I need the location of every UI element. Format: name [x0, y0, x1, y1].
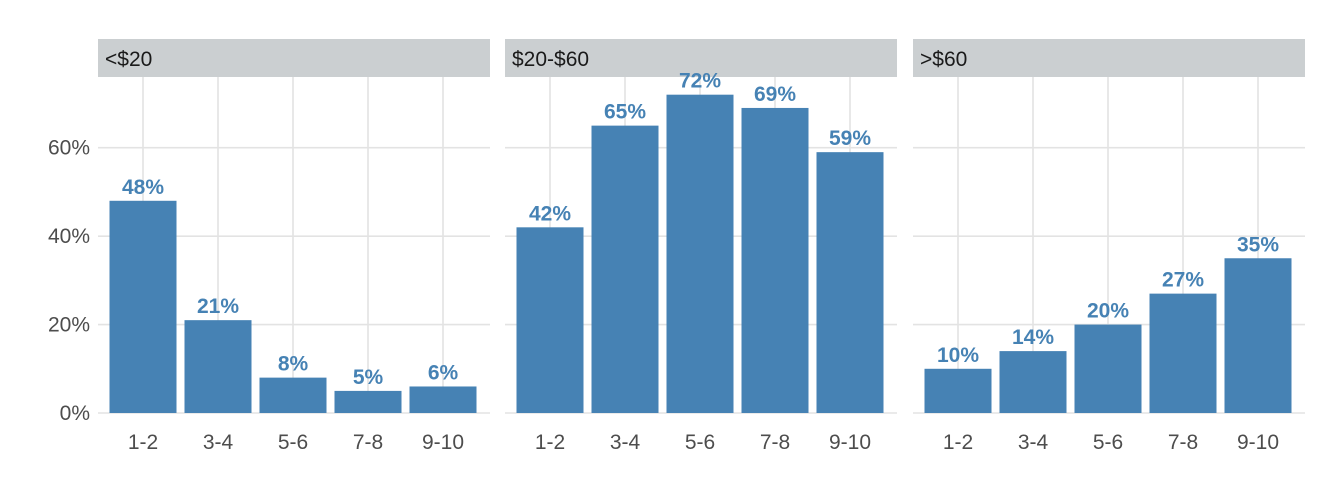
panel-title: <$20 — [105, 48, 152, 71]
x-tick-label: 1-2 — [943, 431, 973, 454]
x-tick-label: 7-8 — [760, 431, 790, 454]
bar — [999, 351, 1067, 413]
x-tick-label: 1-2 — [535, 431, 565, 454]
panel-title: >$60 — [920, 48, 967, 71]
panel: >$60 10% 14% 20% 27% 35% 1-2 3-4 5-6 7-8 9-10 — [913, 39, 1305, 454]
panel-strip — [505, 39, 897, 77]
panel-strip — [98, 39, 490, 77]
panel-title: $20-$60 — [512, 48, 589, 71]
bar — [184, 320, 252, 413]
bar-value-label: 59% — [829, 127, 871, 150]
bar — [591, 125, 659, 413]
bar — [741, 107, 809, 414]
bar-value-label: 20% — [1087, 300, 1129, 323]
x-tick-label: 9-10 — [422, 431, 464, 454]
bar — [334, 390, 402, 413]
bar — [409, 386, 477, 413]
bar-value-label: 72% — [679, 70, 721, 93]
x-tick-label: 7-8 — [353, 431, 383, 454]
bar-value-label: 10% — [937, 344, 979, 367]
bar-value-label: 27% — [1162, 269, 1204, 292]
bar — [816, 152, 884, 413]
bar — [516, 227, 584, 413]
x-tick-label: 9-10 — [1237, 431, 1279, 454]
x-tick-label: 9-10 — [829, 431, 871, 454]
panel: <$20 48% 21% 8% 5% 6% 1-2 3-4 5-6 7-8 9-10 — [98, 39, 490, 454]
x-tick-label: 5-6 — [278, 431, 308, 454]
y-tick-label: 40% — [48, 225, 90, 248]
bar-value-label: 14% — [1012, 326, 1054, 349]
bar — [924, 368, 992, 413]
bar-value-label: 6% — [428, 361, 459, 384]
y-tick-label: 0% — [60, 402, 90, 425]
y-axis: 0% 20% 40% 60% — [48, 137, 90, 425]
bar — [666, 94, 734, 414]
panel: $20-$60 42% 65% 72% 69% 59% 1-2 3-4 5-6 7-8 9-10 — [505, 39, 897, 454]
x-tick-label: 3-4 — [610, 431, 641, 454]
bar — [259, 377, 327, 413]
bar-value-label: 48% — [122, 176, 164, 199]
bar-value-label: 69% — [754, 83, 796, 106]
bar-value-label: 42% — [529, 202, 571, 225]
y-tick-label: 60% — [48, 137, 90, 160]
bar — [1149, 293, 1217, 413]
x-tick-label: 5-6 — [685, 431, 715, 454]
panel-strip — [913, 39, 1305, 77]
y-tick-label: 20% — [48, 314, 90, 337]
x-tick-label: 3-4 — [203, 431, 234, 454]
bar-value-label: 8% — [278, 353, 309, 376]
bar-value-label: 21% — [197, 295, 239, 318]
bar — [1074, 324, 1142, 413]
x-tick-label: 7-8 — [1168, 431, 1198, 454]
bar — [109, 200, 177, 413]
bar-value-label: 35% — [1237, 233, 1279, 256]
bar-value-label: 5% — [353, 366, 384, 389]
x-tick-label: 3-4 — [1018, 431, 1049, 454]
x-tick-label: 1-2 — [128, 431, 158, 454]
bar-value-label: 65% — [604, 101, 646, 124]
x-tick-label: 5-6 — [1093, 431, 1123, 454]
bar — [1224, 258, 1292, 413]
